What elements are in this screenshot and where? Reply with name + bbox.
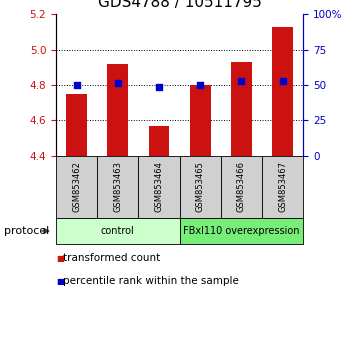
Point bbox=[280, 78, 286, 83]
FancyBboxPatch shape bbox=[180, 156, 221, 218]
Point bbox=[74, 82, 79, 88]
Bar bbox=[66, 94, 87, 156]
Text: FBxl110 overexpression: FBxl110 overexpression bbox=[183, 226, 300, 236]
Bar bbox=[190, 85, 210, 156]
FancyBboxPatch shape bbox=[97, 156, 138, 218]
Text: GSM853464: GSM853464 bbox=[155, 161, 164, 212]
Text: percentile rank within the sample: percentile rank within the sample bbox=[63, 276, 239, 286]
Bar bbox=[108, 64, 128, 156]
Bar bbox=[272, 27, 293, 156]
FancyBboxPatch shape bbox=[180, 218, 303, 244]
Text: GSM853465: GSM853465 bbox=[196, 161, 205, 212]
Text: ■: ■ bbox=[56, 277, 64, 286]
FancyBboxPatch shape bbox=[221, 156, 262, 218]
Text: GSM853466: GSM853466 bbox=[237, 161, 246, 212]
Point bbox=[239, 79, 244, 84]
Point bbox=[156, 84, 162, 90]
FancyBboxPatch shape bbox=[262, 156, 303, 218]
Text: GSM853463: GSM853463 bbox=[113, 161, 122, 212]
Text: ■: ■ bbox=[56, 254, 64, 263]
FancyBboxPatch shape bbox=[138, 156, 180, 218]
Text: transformed count: transformed count bbox=[63, 253, 160, 263]
FancyBboxPatch shape bbox=[56, 156, 97, 218]
Text: GSM853467: GSM853467 bbox=[278, 161, 287, 212]
Text: GSM853462: GSM853462 bbox=[72, 161, 81, 212]
FancyBboxPatch shape bbox=[56, 218, 180, 244]
Title: GDS4788 / 10511795: GDS4788 / 10511795 bbox=[98, 0, 261, 10]
Text: control: control bbox=[101, 226, 135, 236]
Point bbox=[115, 80, 121, 86]
Bar bbox=[231, 62, 252, 156]
Bar bbox=[149, 126, 169, 156]
Text: protocol: protocol bbox=[4, 226, 49, 236]
Point bbox=[197, 82, 203, 88]
